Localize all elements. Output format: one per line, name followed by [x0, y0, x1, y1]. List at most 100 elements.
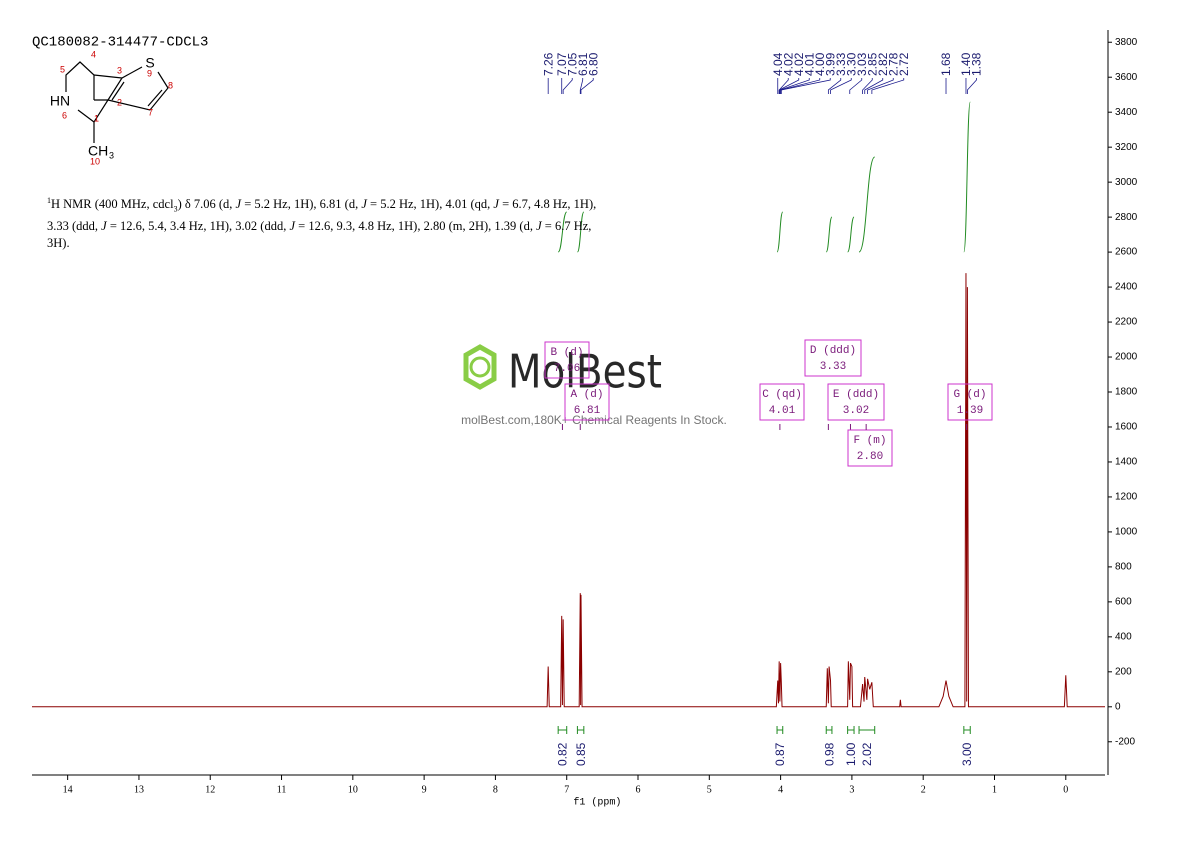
x-tick-label: 14 [63, 784, 73, 795]
peak-label: 3.03 [855, 52, 869, 76]
y-tick-label: 1000 [1115, 527, 1138, 538]
peak-label: 2.78 [886, 52, 900, 76]
x-axis-label: f1 (ppm) [573, 797, 621, 809]
y-tick-label: 1800 [1115, 387, 1138, 398]
x-tick-label: 6 [636, 784, 641, 795]
multiplet-name: B (d) [550, 347, 583, 359]
x-tick-label: 9 [422, 784, 427, 795]
structure [65, 61, 169, 143]
integral-curve [847, 216, 855, 253]
x-tick-label: 5 [707, 784, 712, 795]
integral-value: 0.85 [574, 742, 588, 766]
multiplet-shift: 6.81 [574, 405, 601, 417]
peak-connector [780, 78, 831, 94]
peak-connector [780, 78, 821, 94]
multiplet-shift: 3.02 [843, 405, 869, 417]
x-tick-label: 12 [205, 784, 215, 795]
y-tick-label: 3000 [1115, 177, 1138, 188]
peak-connector [779, 78, 810, 94]
peak-connector [580, 78, 594, 94]
locant: 4 [91, 49, 96, 59]
locant: 10 [90, 156, 100, 166]
text: = 6.7, 4.8 Hz, 1H), 3.33 (ddd, [47, 197, 597, 233]
bond [93, 74, 124, 101]
structure-labels: S HN CH 3 1 2 3 4 5 6 7 8 9 10 [50, 49, 173, 166]
y-tick-label: -200 [1115, 736, 1135, 747]
locant: 3 [117, 65, 122, 75]
atom: CH [88, 143, 108, 159]
multiplet-name: C (qd) [762, 389, 802, 401]
x-tick-label: 8 [493, 784, 498, 795]
x-tick-label: 10 [348, 784, 358, 795]
multiplet-name: A (d) [570, 389, 603, 401]
integral-bracket [825, 726, 833, 734]
atom: HN [50, 93, 70, 109]
peak-connector [867, 78, 894, 94]
peak-label: 3.99 [823, 52, 837, 76]
text: ) δ 7.06 (d, [177, 197, 236, 212]
peak-label: 4.01 [802, 52, 816, 76]
y-tick-label: 200 [1115, 666, 1132, 677]
text: J [235, 197, 242, 212]
text: J [289, 218, 296, 233]
peak-connector [862, 78, 873, 94]
text: = 12.6, 9.3, 4.8 Hz, 1H), 2.80 (m, 2H), … [295, 218, 537, 233]
peak-label: 6.81 [576, 52, 590, 76]
peak-label: 7.07 [555, 52, 569, 76]
bond [121, 66, 143, 79]
text: J [536, 218, 542, 233]
peak-label: 6.80 [586, 52, 600, 76]
peak-label: 1.40 [959, 52, 973, 76]
y-tick-label: 600 [1115, 597, 1132, 608]
text: 3 [173, 204, 178, 214]
peak-label: 1.38 [970, 52, 984, 76]
multiplet-shift: 2.80 [857, 451, 883, 463]
watermark-brand: MolBest [508, 345, 662, 399]
x-tick-label: 2 [921, 784, 926, 795]
integral-curve [776, 211, 784, 253]
peak-label: 7.26 [541, 52, 555, 76]
x-tick-label: 0 [1063, 784, 1068, 795]
y-tick-label: 2800 [1115, 212, 1138, 223]
multiplet-box [544, 341, 590, 379]
peak-label: 4.00 [813, 52, 827, 76]
peak-label: 2.82 [876, 52, 890, 76]
locant: 1 [94, 113, 99, 123]
y-tick-label: 3800 [1115, 37, 1138, 48]
peak-label: 3.30 [844, 52, 858, 76]
locant: 2 [117, 97, 122, 107]
integral-value: 2.02 [860, 742, 874, 766]
y-tick-label: 2400 [1115, 282, 1138, 293]
peak-connector [864, 78, 884, 94]
locant: 8 [168, 80, 173, 90]
integral-value: 0.82 [556, 742, 570, 766]
peak-label: 1.68 [939, 52, 953, 76]
atom: 3 [109, 150, 114, 160]
spectrum [32, 273, 1105, 708]
integral-bracket [847, 726, 855, 734]
logo [463, 344, 497, 390]
integral-value: 3.00 [960, 742, 974, 766]
x-tick-label: 13 [134, 784, 144, 795]
peak-connector [579, 78, 584, 94]
integral-bracket [576, 726, 585, 734]
multiplet-name: E (ddd) [833, 389, 879, 401]
bond [147, 89, 163, 107]
locant: 6 [62, 110, 67, 120]
integral-bracket [776, 726, 784, 734]
integral-curve [963, 101, 971, 253]
multiplet-name: F (m) [853, 435, 886, 447]
bond [65, 61, 95, 100]
peak-connector [562, 78, 573, 94]
integral-bracket [858, 726, 876, 734]
multiplet-box [759, 383, 805, 421]
locant: 7 [148, 107, 153, 117]
peak-label: 3.33 [834, 52, 848, 76]
y-tick-label: 3200 [1115, 142, 1138, 153]
peak-connector [849, 78, 863, 94]
x-tick-label: 1 [992, 784, 997, 795]
multiplet-name: D (ddd) [810, 345, 856, 357]
peak-connector [871, 78, 905, 94]
